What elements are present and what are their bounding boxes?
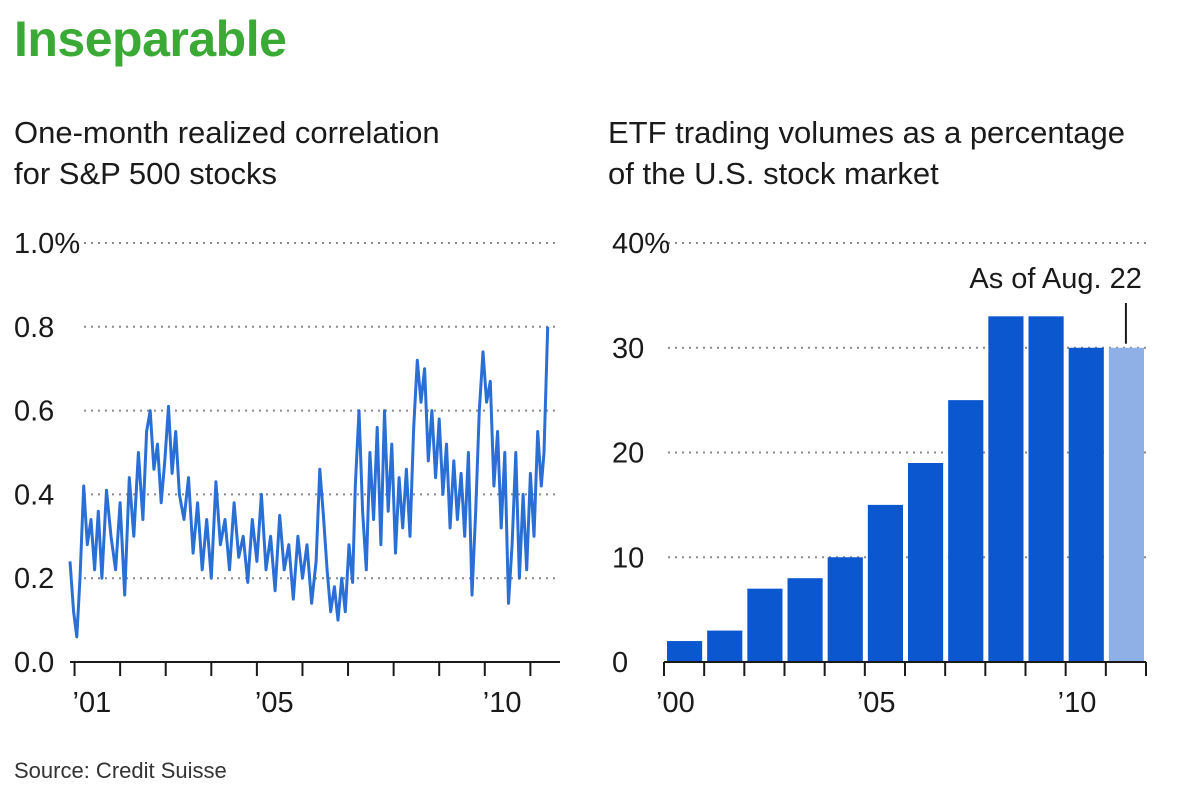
y-tick-label: 0.8 — [14, 312, 54, 344]
right-chart-title-line-1: ETF trading volumes as a percentage — [608, 115, 1125, 150]
chart-headline: Inseparable — [14, 11, 287, 67]
correlation-line-chart: 0.0 0.2 0.4 0.6 0.8 1.0% ’01 ’05 ’10 — [14, 228, 560, 719]
x-tick-label: ’10 — [1058, 687, 1097, 719]
y-tick-label: 0.2 — [14, 563, 54, 595]
x-tick-label: ’01 — [73, 687, 112, 719]
bar — [948, 400, 984, 662]
y-tick-label: 1.0% — [14, 228, 80, 260]
correlation-series-line — [68, 326, 550, 639]
y-tick-label: 0 — [612, 647, 628, 679]
y-tick-label: 0.0 — [14, 647, 54, 679]
bar — [867, 504, 903, 662]
left-chart-title-line-2: for S&P 500 stocks — [14, 156, 278, 191]
x-tick-label: ’10 — [483, 687, 522, 719]
y-tick-label: 0.4 — [14, 479, 54, 511]
bar — [747, 588, 783, 662]
y-tick-label: 30 — [612, 333, 644, 365]
bar — [1108, 347, 1144, 662]
y-tick-label: 10 — [612, 542, 644, 574]
y-tick-label: 40% — [612, 228, 670, 260]
source-note: Source: Credit Suisse — [14, 758, 227, 783]
bar — [827, 557, 863, 662]
etf-volume-bar-chart: 0 10 20 30 40% ’00 ’05 ’10 As of Aug. 22 — [612, 228, 1147, 719]
bar — [787, 578, 823, 662]
right-chart-title-line-2: of the U.S. stock market — [608, 156, 939, 191]
left-chart-title-line-1: One-month realized correlation — [14, 115, 440, 150]
x-tick-label: ’00 — [656, 687, 695, 719]
bar — [667, 641, 703, 662]
bar — [707, 630, 743, 662]
bar — [988, 316, 1024, 662]
bar — [1068, 347, 1104, 662]
right-chart-title: ETF trading volumes as a percentage of t… — [608, 112, 1188, 194]
bar — [908, 462, 944, 662]
x-tick-label: ’05 — [857, 687, 896, 719]
bar — [1028, 316, 1064, 662]
annotation-label: As of Aug. 22 — [969, 263, 1142, 295]
y-tick-label: 0.6 — [14, 396, 54, 428]
x-tick-label: ’05 — [255, 687, 294, 719]
left-chart-title: One-month realized correlation for S&P 5… — [14, 112, 554, 194]
y-tick-label: 20 — [612, 438, 644, 470]
